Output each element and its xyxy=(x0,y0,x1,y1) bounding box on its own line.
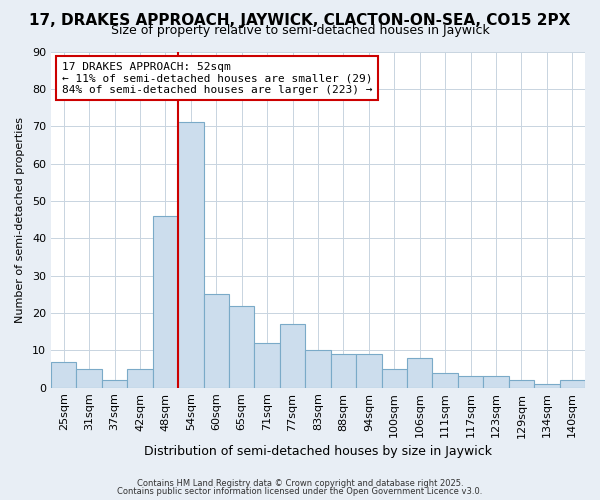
Bar xyxy=(102,380,127,388)
Bar xyxy=(76,369,102,388)
Bar xyxy=(433,373,458,388)
Text: 17, DRAKES APPROACH, JAYWICK, CLACTON-ON-SEA, CO15 2PX: 17, DRAKES APPROACH, JAYWICK, CLACTON-ON… xyxy=(29,12,571,28)
Bar xyxy=(178,122,203,388)
Bar xyxy=(483,376,509,388)
Bar xyxy=(51,362,76,388)
Text: Size of property relative to semi-detached houses in Jaywick: Size of property relative to semi-detach… xyxy=(110,24,490,37)
Bar xyxy=(560,380,585,388)
Bar xyxy=(254,343,280,388)
Bar xyxy=(356,354,382,388)
Text: 17 DRAKES APPROACH: 52sqm
← 11% of semi-detached houses are smaller (29)
84% of : 17 DRAKES APPROACH: 52sqm ← 11% of semi-… xyxy=(62,62,372,95)
Bar xyxy=(407,358,433,388)
Bar xyxy=(203,294,229,388)
Bar xyxy=(331,354,356,388)
Bar xyxy=(152,216,178,388)
X-axis label: Distribution of semi-detached houses by size in Jaywick: Distribution of semi-detached houses by … xyxy=(144,444,492,458)
Text: Contains HM Land Registry data © Crown copyright and database right 2025.: Contains HM Land Registry data © Crown c… xyxy=(137,478,463,488)
Y-axis label: Number of semi-detached properties: Number of semi-detached properties xyxy=(15,116,25,322)
Bar xyxy=(382,369,407,388)
Bar xyxy=(127,369,152,388)
Bar xyxy=(305,350,331,388)
Bar xyxy=(509,380,534,388)
Bar xyxy=(458,376,483,388)
Bar xyxy=(229,306,254,388)
Bar xyxy=(280,324,305,388)
Text: Contains public sector information licensed under the Open Government Licence v3: Contains public sector information licen… xyxy=(118,487,482,496)
Bar xyxy=(534,384,560,388)
